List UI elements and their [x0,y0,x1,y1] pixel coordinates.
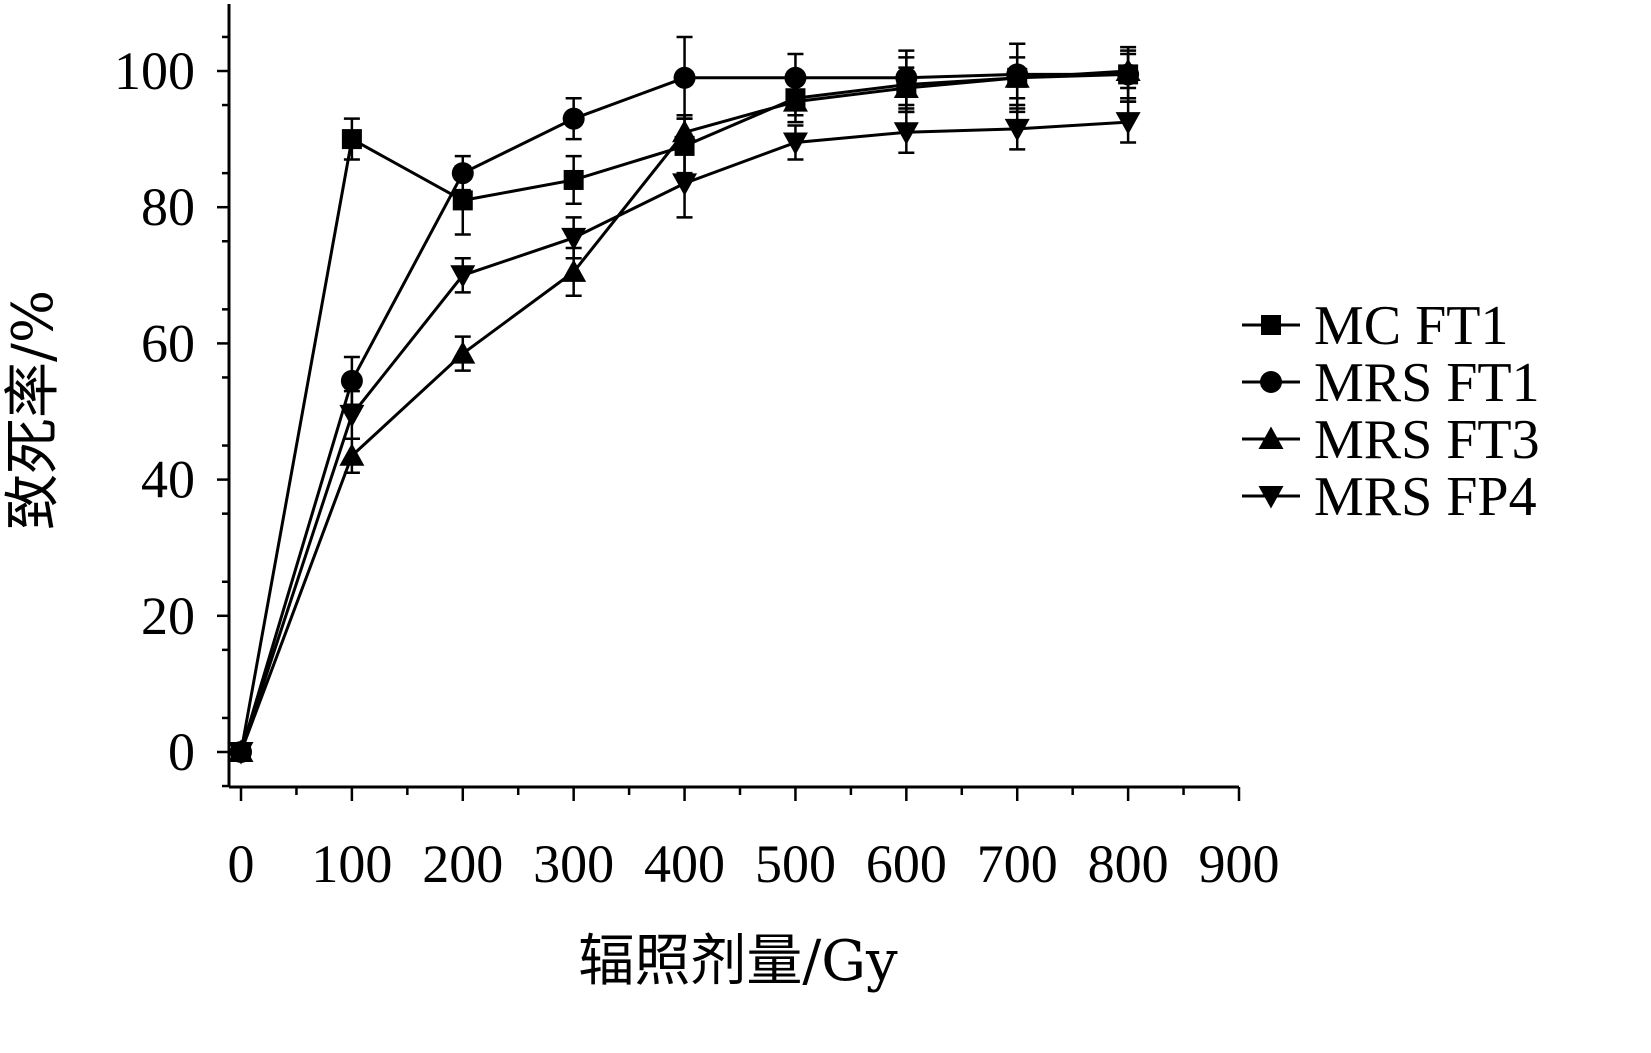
marker-triangle-down [1115,112,1141,135]
legend-item: MRS FP4 [1242,466,1537,528]
x-tick-label: 600 [866,834,947,894]
series-group [228,35,1141,765]
legend-label: MC FT1 [1314,295,1509,357]
series-mrs-fp4 [228,100,1141,765]
x-tick-label: 800 [1088,834,1169,894]
legend-item: MRS FT1 [1242,352,1540,414]
marker-circle [1260,371,1282,393]
y-tick-label: 60 [141,313,195,373]
x-tick-label: 300 [533,834,614,894]
legend-label: MRS FP4 [1314,466,1537,528]
y-tick-label: 40 [141,450,195,510]
marker-triangle-down [672,173,698,196]
marker-triangle-up [782,89,808,112]
x-tick-label: 0 [228,834,255,894]
marker-circle [673,66,696,89]
x-tick-label: 200 [422,834,503,894]
marker-triangle-up [893,75,919,99]
legend-label: MRS FT1 [1314,352,1540,414]
marker-triangle-up [561,259,587,282]
marker-square [341,129,362,150]
marker-circle [451,162,474,185]
marker-square [452,190,473,211]
y-tick-label: 100 [114,41,195,101]
marker-triangle-down [228,742,254,765]
x-tick-label: 500 [755,834,836,894]
series-mrs-ft3 [228,52,1141,762]
y-tick-label: 0 [168,722,195,782]
marker-triangle-up [1258,426,1284,449]
marker-triangle-down [1258,486,1284,509]
marker-triangle-up [339,443,365,466]
marker-triangle-up [1004,65,1030,88]
x-tick-label: 400 [644,834,725,894]
x-tick-label: 100 [311,834,392,894]
y-axis-title: 致死率/% [1,290,66,530]
axes [227,4,1239,789]
marker-triangle-up [672,119,698,143]
marker-circle [562,107,585,130]
x-axis-title: 辐照剂量/Gy [578,929,898,994]
marker-circle [784,66,807,89]
legend-item: MRS FT3 [1242,409,1540,471]
marker-triangle-down [1004,118,1030,142]
y-tick-label: 80 [141,177,195,237]
marker-triangle-down [339,404,365,428]
marker-square [563,169,584,190]
marker-triangle-down [450,265,476,288]
x-tick-label: 700 [977,834,1058,894]
marker-triangle-down [561,227,587,251]
x-tick-label: 900 [1199,834,1280,894]
marker-triangle-down [782,132,808,156]
marker-circle [340,369,363,392]
marker-triangle-down [893,122,919,145]
marker-triangle-up [450,341,476,364]
marker-square [1261,315,1281,335]
legend-label: MRS FT3 [1314,409,1540,471]
ticks: 0 20 40 60 80 100 0 100 200 300 400 500 600 700 800 900 [114,35,1280,894]
legend-item: MC FT1 [1242,295,1509,357]
marker-triangle-up [1115,58,1141,81]
y-tick-label: 20 [141,586,195,646]
